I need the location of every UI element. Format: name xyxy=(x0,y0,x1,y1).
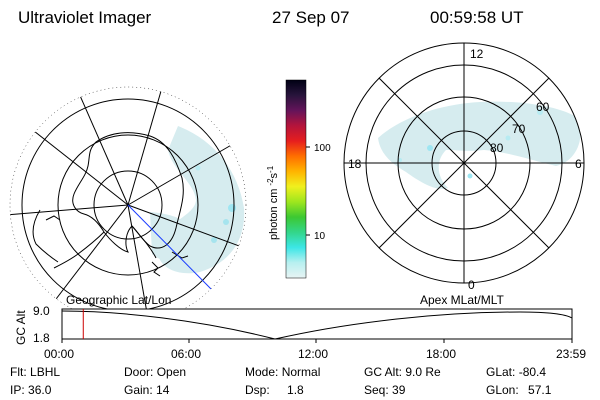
dsp-status: Dsp: 1.8 xyxy=(245,383,304,397)
mlat-label-70: 70 xyxy=(512,122,526,136)
colorbar-tick-100: 100 xyxy=(314,143,331,154)
right-projection-label: Apex MLat/MLT xyxy=(420,293,504,307)
ip-status: IP: 36.0 xyxy=(10,383,52,397)
mlt-label-12: 12 xyxy=(470,47,484,61)
colorbar: 100 10 photon cm -2s-1 xyxy=(266,79,331,279)
timeline-xtick-1800: 18:00 xyxy=(426,347,456,361)
filter-status: Flt: LBHL xyxy=(10,365,60,379)
apex-map: 12 18 6 0 60 70 80 xyxy=(343,42,585,292)
timeline-xtick-0600: 06:00 xyxy=(171,347,201,361)
timeline-ytick-max: 9.0 xyxy=(33,304,50,318)
observation-date: 27 Sep 07 xyxy=(272,8,350,27)
colorbar-tick-10: 10 xyxy=(314,231,326,242)
left-projection-label: Geographic Lat/Lon xyxy=(66,293,171,307)
door-status: Door: Open xyxy=(124,365,186,379)
left-noon-meridian xyxy=(127,204,215,293)
status-block: Flt: LBHL IP: 36.0 Door: Open Gain: 14 M… xyxy=(10,365,552,397)
geographic-map xyxy=(9,86,247,324)
colorbar-unit-label: photon cm -2s-1 xyxy=(266,165,280,240)
left-fov-boundary xyxy=(9,86,247,324)
altitude-timeline: Geographic Lat/Lon Apex MLat/MLT 9.0 1.8… xyxy=(14,293,586,361)
gain-status: Gain: 14 xyxy=(124,383,170,397)
right-mlt-meridians xyxy=(344,43,584,283)
right-outer-boundary xyxy=(343,42,585,284)
mode-status: Mode: Normal xyxy=(245,365,320,379)
instrument-title: Ultraviolet Imager xyxy=(18,8,152,27)
timeline-ticks xyxy=(61,339,573,343)
colorbar-scale xyxy=(285,79,307,279)
mlt-label-18: 18 xyxy=(348,157,362,171)
mlat-label-60: 60 xyxy=(536,100,550,114)
glat-status: GLat: -80.4 xyxy=(486,365,546,379)
mlt-label-0: 0 xyxy=(468,278,475,292)
mlt-label-6: 6 xyxy=(575,157,582,171)
timeline-xtick-1200: 12:00 xyxy=(298,347,328,361)
left-aurora-oval xyxy=(150,126,245,274)
timeline-frame xyxy=(61,308,573,340)
glon-status: GLon: 57.1 xyxy=(486,383,552,397)
mlat-label-80: 80 xyxy=(490,141,504,155)
antarctica-coastline xyxy=(53,132,246,277)
timeline-xtick-0000: 00:00 xyxy=(44,347,74,361)
altitude-curve xyxy=(61,310,573,340)
south-america-coastline xyxy=(32,209,61,263)
gcalt-status: GC Alt: 9.0 Re xyxy=(364,365,441,379)
timeline-xtick-2359: 23:59 xyxy=(556,347,586,361)
timeline-ytick-min: 1.8 xyxy=(33,331,50,345)
timeline-ylabel: GC Alt xyxy=(14,310,28,345)
observation-time: 00:59:58 UT xyxy=(430,8,524,27)
right-aurora-oval xyxy=(378,101,581,189)
seq-status: Seq: 39 xyxy=(364,383,406,397)
